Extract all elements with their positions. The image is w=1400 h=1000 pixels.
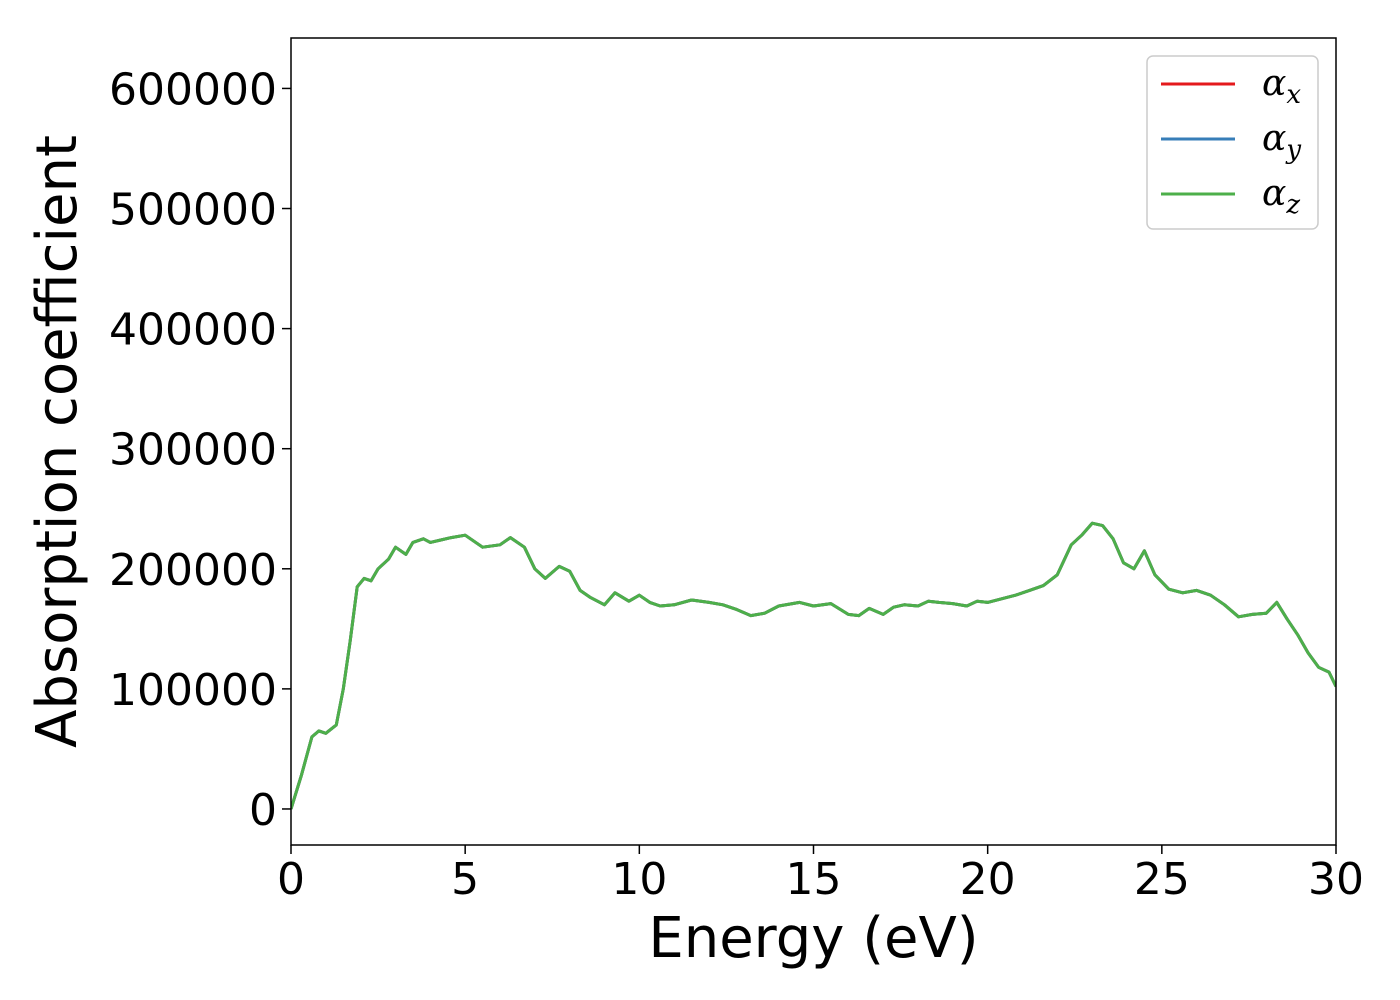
series-line-y	[291, 521, 1336, 810]
x-tick-label: 0	[277, 854, 305, 905]
legend-label-z: αz	[1262, 173, 1300, 220]
y-tick-label: 500000	[109, 185, 277, 236]
x-tick-label: 30	[1308, 854, 1364, 905]
y-tick-label: 200000	[109, 545, 277, 596]
x-tick-label: 20	[960, 854, 1016, 905]
y-axis-title: Absorption coefficient	[25, 135, 90, 748]
x-axis-ticks: 0 5 10 15 20 25 30	[277, 845, 1364, 905]
series-line-z	[291, 521, 1336, 810]
y-tick-label: 0	[249, 785, 277, 836]
y-tick-label: 400000	[109, 305, 277, 356]
series-layer	[291, 521, 1336, 810]
x-tick-label: 10	[611, 854, 667, 905]
y-tick-label: 300000	[109, 425, 277, 476]
x-tick-label: 5	[451, 854, 479, 905]
legend-box	[1146, 55, 1319, 230]
y-axis-ticks: 0 100000 200000 300000 400000 500000 600000	[109, 64, 291, 836]
x-axis-title: Energy (eV)	[648, 906, 978, 971]
series-line-x	[291, 521, 1336, 810]
y-tick-label: 100000	[109, 665, 277, 716]
y-tick-label: 600000	[109, 64, 277, 115]
legend: αx αy αz	[1146, 55, 1319, 230]
legend-label-y: αy	[1262, 118, 1301, 165]
x-tick-label: 15	[786, 854, 842, 905]
x-tick-label: 25	[1134, 854, 1190, 905]
legend-label-x: αx	[1262, 63, 1301, 110]
